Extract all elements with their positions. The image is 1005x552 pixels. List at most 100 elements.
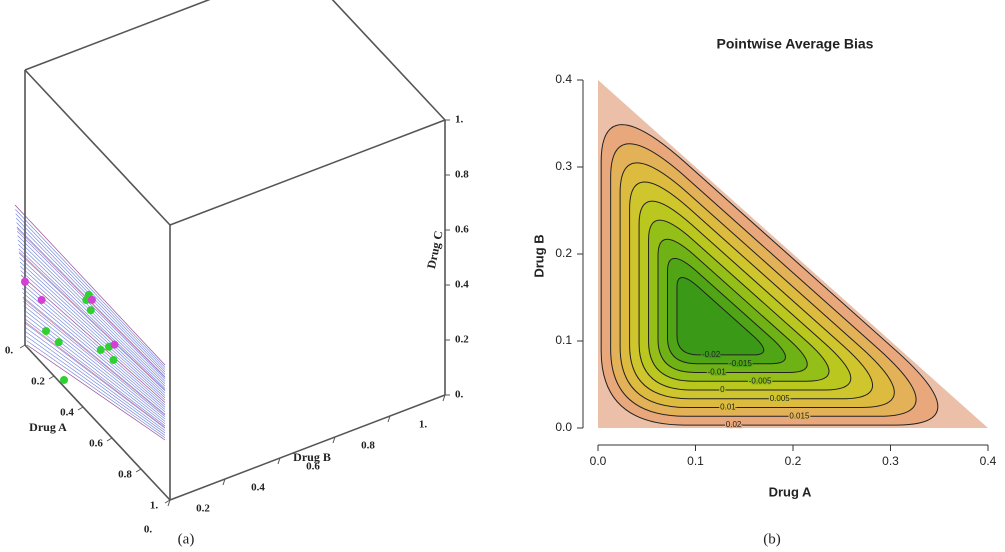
point [86, 306, 95, 315]
x-tick-label: 0.1 [687, 454, 704, 468]
point [37, 295, 46, 304]
mesh-line [24, 322, 166, 429]
box-edge [24, 69, 171, 226]
box-edge [24, 0, 211, 71]
mesh-line [15, 209, 166, 368]
mesh-line [23, 300, 166, 417]
mesh-line [18, 251, 166, 391]
z-tick-label: 0.6 [455, 224, 469, 236]
y-axis-label: Drug B [293, 450, 331, 464]
mesh-line [19, 261, 166, 396]
mesh-line [17, 231, 166, 380]
z-tick-label: 1. [455, 114, 464, 126]
contour [676, 276, 765, 356]
x-tick [164, 499, 171, 504]
z-tick-label: 0.8 [455, 169, 469, 181]
mesh-line [19, 257, 166, 394]
y-tick-label: 0.0 [555, 420, 572, 434]
panel-b: 0.02 0.015 0.01 0.005 0 -0.005 -0.01-0.015 -0.0… [531, 36, 996, 548]
box-edge [331, 0, 446, 121]
y-tick-label: 0.6 [306, 461, 320, 473]
y-tick [332, 436, 336, 444]
x-axis-label: Drug A [769, 484, 812, 499]
y-tick [167, 499, 171, 507]
contour-label: -0.01 [708, 368, 727, 377]
x-tick [19, 344, 26, 349]
box-edge [169, 119, 446, 226]
caption: (b) [763, 531, 781, 547]
y-tick-label: 0.8 [361, 440, 375, 452]
contour-label: -0.02 [702, 350, 721, 359]
x-tick-label: 1. [150, 500, 159, 512]
z-tick-label: 0.2 [455, 334, 469, 346]
z-tick-label: 0. [455, 389, 464, 401]
x-tick-label: 0.2 [31, 376, 45, 388]
mesh-line [18, 252, 166, 392]
point [54, 338, 63, 347]
x-tick [77, 406, 84, 411]
mesh-line [22, 292, 166, 413]
y-tick-label: 0.4 [555, 72, 572, 86]
y-tick-label: 1. [419, 419, 428, 431]
y-tick [277, 457, 281, 465]
mesh-line [20, 274, 166, 403]
panel-a: 0. 0.2 0.4 0.6 0.8 1. 0. 0.2 0.4 0.6 0.8 1. 0. 0.2 0.4… [5, 0, 469, 547]
mesh-line [14, 204, 166, 366]
x-tick-label: 0. [5, 345, 14, 357]
mesh-line [20, 270, 166, 401]
x-tick [106, 437, 113, 442]
point [42, 327, 50, 335]
x-tick-label: 0.4 [980, 454, 997, 468]
y-tick-label: 0. [144, 524, 153, 536]
mesh-line [26, 340, 166, 438]
y-axis-label: Drug B [531, 234, 546, 277]
x-tick-label: 0.6 [89, 438, 103, 450]
point [87, 295, 96, 304]
z-tick-label: 0.4 [455, 279, 469, 291]
y-tick [442, 394, 446, 402]
x-tick [48, 375, 55, 380]
contour-label: -0.015 [729, 359, 752, 368]
mesh-line [21, 287, 166, 410]
y-tick-label: 0.2 [555, 246, 572, 260]
mesh-line [20, 265, 166, 399]
mesh-line [26, 344, 166, 441]
point [21, 277, 29, 286]
y-tick-label: 0.2 [196, 503, 210, 515]
contour-label: -0.005 [749, 376, 772, 385]
x-tick-label: 0.0 [590, 454, 607, 468]
point [109, 355, 118, 364]
y-tick-label: 0.3 [555, 159, 572, 173]
box-edge [24, 344, 171, 501]
y-tick [387, 415, 391, 423]
mesh-line [24, 318, 166, 427]
mesh-line [18, 244, 166, 387]
contour-label: 0.01 [720, 403, 736, 412]
y-tick-label: 0.4 [251, 482, 265, 494]
mesh-line [21, 283, 166, 408]
contour-label: 0 [720, 385, 725, 394]
contour-label: 0.02 [726, 420, 742, 429]
mesh-line [22, 298, 166, 416]
caption: (a) [178, 531, 195, 547]
x-tick [135, 468, 142, 473]
mesh-line [26, 335, 166, 436]
x-axis-label: Drug A [29, 420, 67, 434]
point [60, 375, 68, 384]
chart-title: Pointwise Average Bias [717, 36, 874, 52]
mesh-line [25, 331, 166, 434]
contour-label: 0.005 [770, 394, 791, 403]
mesh-line [24, 321, 166, 428]
point [96, 345, 105, 354]
mesh-line [23, 305, 166, 420]
box-edge [169, 394, 446, 501]
mesh-line [22, 296, 166, 415]
x-tick-label: 0.2 [785, 454, 802, 468]
x-tick-label: 0.8 [118, 469, 132, 481]
x-tick-label: 0.4 [60, 407, 74, 419]
mesh-line [18, 248, 166, 389]
point [110, 340, 119, 349]
y-tick-label: 0.1 [555, 333, 572, 347]
